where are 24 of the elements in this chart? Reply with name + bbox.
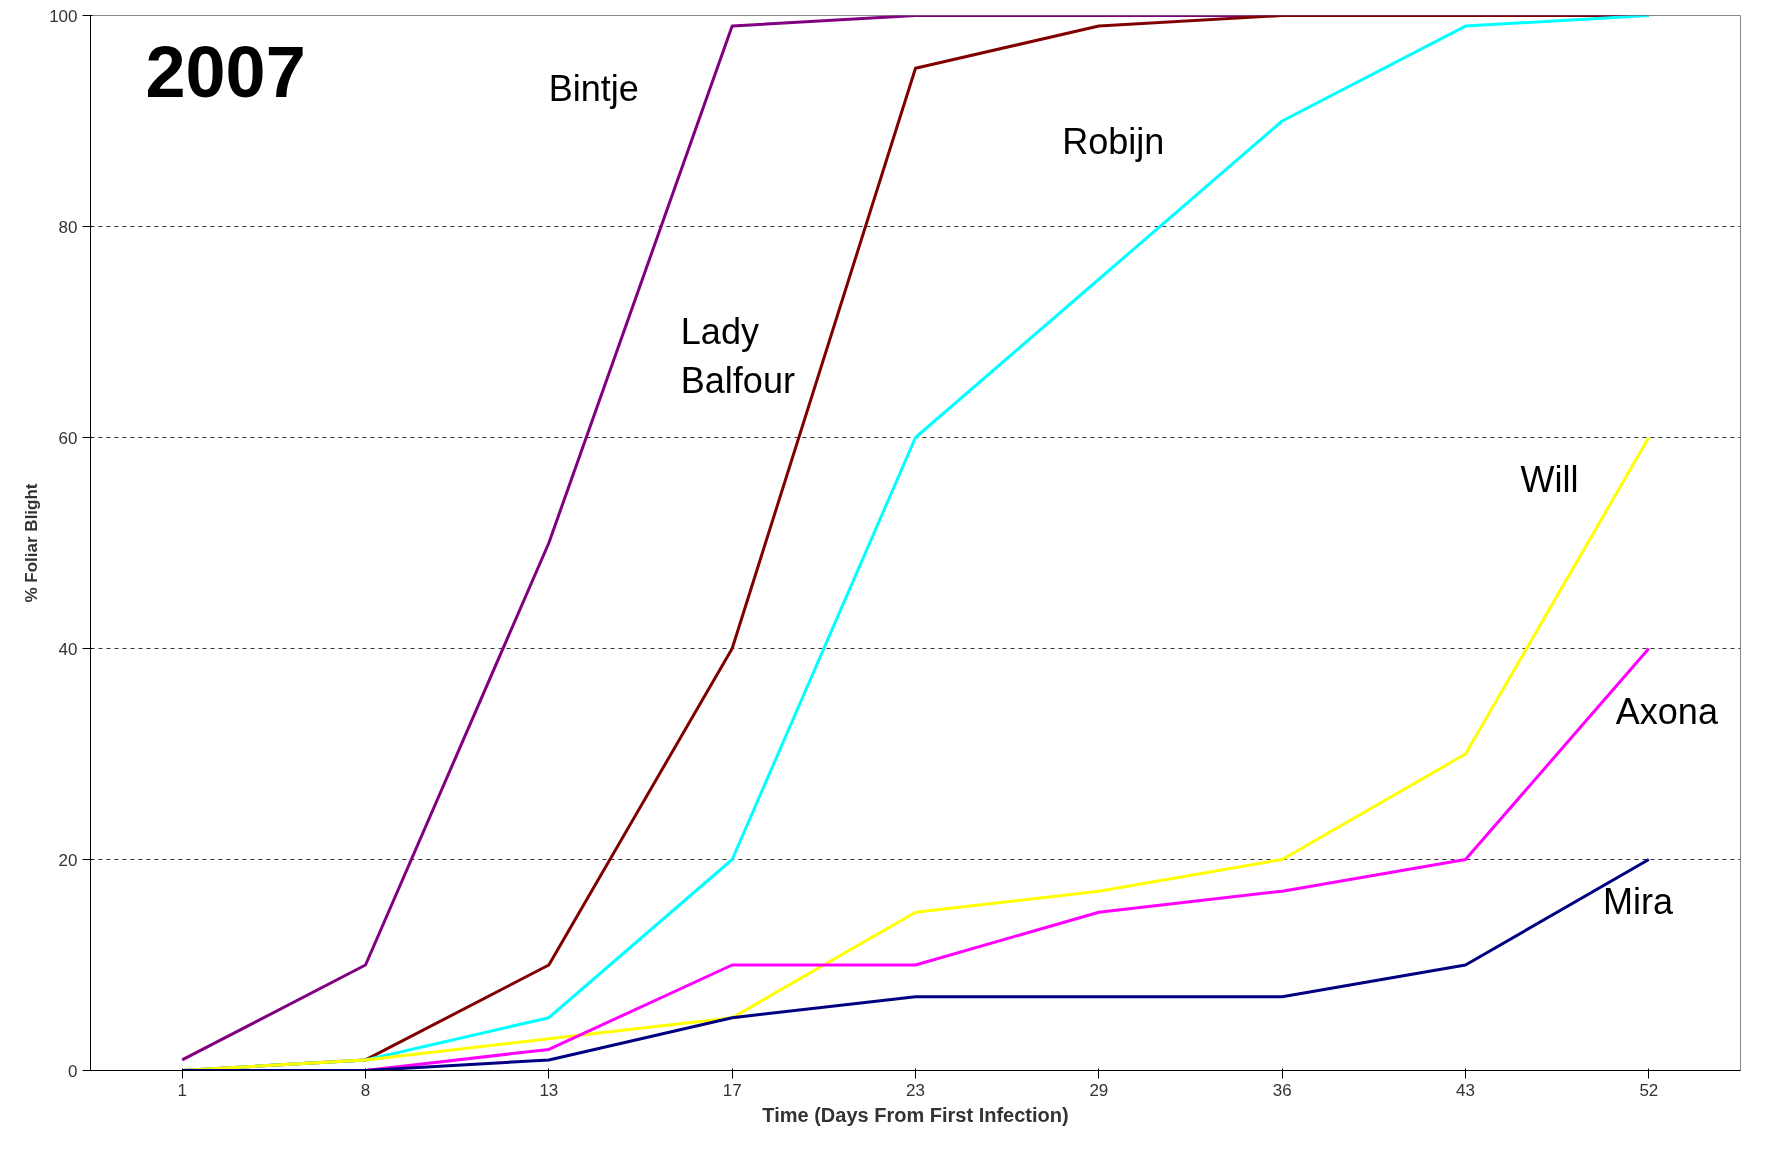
x-tick-label: 52 xyxy=(1639,1080,1659,1100)
y-tick-label: 40 xyxy=(58,639,78,659)
chart-title: 2007 xyxy=(145,32,306,113)
y-tick-label: 0 xyxy=(68,1061,78,1081)
series-label: Will xyxy=(1520,458,1579,500)
x-tick-label: 13 xyxy=(539,1080,559,1100)
x-tick-label: 23 xyxy=(906,1080,925,1100)
series-label: Robijn xyxy=(1062,121,1165,162)
x-tick-label: 17 xyxy=(722,1080,742,1100)
series-label: Lady Balfour xyxy=(680,310,795,402)
y-tick-label: 80 xyxy=(58,217,78,237)
x-tick-label: 8 xyxy=(360,1080,371,1100)
series-label: Mira xyxy=(1603,880,1674,922)
x-tick-label: 29 xyxy=(1089,1080,1109,1100)
x-tick-label: 36 xyxy=(1272,1080,1292,1100)
y-axis-title: % Foliar Blight xyxy=(22,483,42,603)
x-tick-label: 43 xyxy=(1456,1080,1475,1100)
series-label: Bintje xyxy=(548,68,639,110)
x-tick-label: 1 xyxy=(177,1080,187,1100)
y-tick-label: 20 xyxy=(58,850,78,870)
y-tick-label: 100 xyxy=(49,6,78,26)
series-label: Axona xyxy=(1615,690,1719,732)
x-axis-title: Time (Days From First Infection) xyxy=(762,1103,1069,1126)
y-tick-label: 60 xyxy=(58,428,78,448)
